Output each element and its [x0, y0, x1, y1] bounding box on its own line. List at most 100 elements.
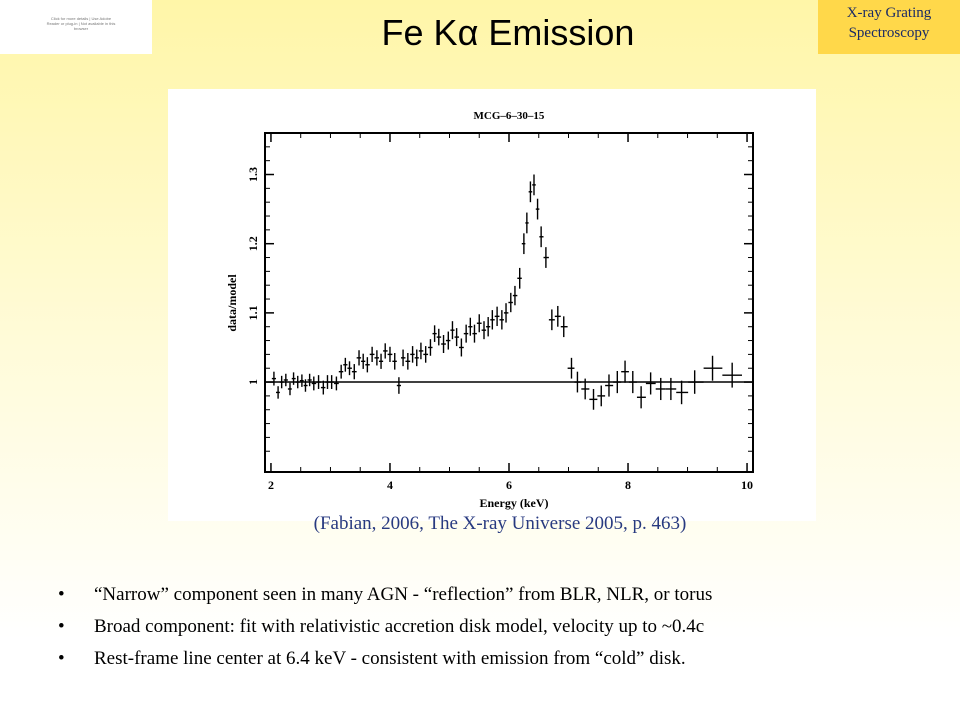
data-point — [343, 357, 348, 372]
data-point — [276, 386, 280, 399]
data-point — [378, 353, 384, 369]
data-point — [311, 376, 317, 391]
bullet-text: “Narrow” component seen in many AGN - “r… — [94, 584, 713, 605]
data-point — [423, 346, 429, 363]
data-point — [645, 372, 656, 395]
data-point — [636, 386, 646, 409]
data-point — [481, 321, 487, 340]
y-tick-label: 1.3 — [246, 167, 260, 182]
data-point — [316, 375, 321, 389]
data-point — [548, 309, 555, 331]
data-point — [338, 364, 344, 379]
data-point — [329, 375, 335, 389]
data-point — [428, 339, 433, 356]
axis-ticks: 2 4 6 8 10 1 1.1 1.2 1.3 — [246, 133, 753, 492]
data-point — [418, 342, 424, 360]
data-point — [628, 370, 637, 394]
data-point — [454, 328, 460, 347]
data-point — [703, 355, 723, 381]
data-point — [369, 346, 375, 362]
data-point — [432, 325, 437, 342]
data-point — [688, 370, 704, 394]
bullet-item: • Broad component: fit with relativistic… — [58, 615, 938, 638]
data-point — [567, 357, 575, 379]
y-tick-label: 1.2 — [246, 236, 260, 251]
bullet-item: • “Narrow” component seen in many AGN - … — [58, 583, 938, 606]
data-point — [525, 212, 529, 234]
data-point — [334, 376, 339, 391]
data-point — [543, 247, 549, 268]
data-point — [463, 324, 469, 343]
data-point — [503, 303, 509, 323]
data-point — [445, 331, 451, 350]
data-point — [521, 233, 526, 255]
bullet-text: Rest-frame line center at 6.4 keV - cons… — [94, 648, 686, 669]
data-point — [405, 353, 411, 370]
data-point — [414, 349, 419, 367]
data-point — [722, 362, 742, 388]
bullet-text: Broad component: fit with relativistic a… — [94, 616, 705, 637]
data-point — [320, 380, 326, 395]
bullet-symbol: • — [58, 648, 65, 669]
x-tick-label: 8 — [625, 478, 631, 492]
x-tick-label: 10 — [741, 478, 753, 492]
data-point — [476, 314, 482, 333]
slide-title: Fe Kα Emission — [381, 12, 635, 53]
data-point — [528, 181, 533, 203]
data-point — [621, 360, 629, 383]
bullet-symbol: • — [58, 584, 65, 605]
data-point — [283, 373, 288, 387]
data-points — [271, 174, 742, 410]
data-point — [356, 350, 362, 366]
corner-tag-line2: Spectroscopy — [848, 25, 930, 41]
data-point — [468, 317, 473, 336]
data-point — [299, 374, 304, 387]
data-point — [517, 267, 522, 289]
data-point — [271, 371, 277, 386]
data-point — [535, 198, 540, 220]
data-point — [392, 353, 397, 370]
data-point — [665, 377, 677, 401]
spectrum-chart: MCG–6–30–15 Energy (keV) data/model 2 4 6 8… — [225, 110, 754, 510]
data-point — [472, 324, 477, 343]
data-point — [581, 378, 590, 400]
data-point — [441, 335, 446, 354]
corner-tag: X-ray Grating Spectroscopy — [818, 0, 960, 54]
y-axis-label: data/model — [225, 274, 239, 332]
data-point — [539, 226, 544, 248]
data-point — [400, 349, 406, 367]
data-point — [291, 372, 296, 385]
data-point — [589, 388, 598, 410]
data-point — [383, 343, 388, 359]
data-point — [295, 375, 300, 389]
x-tick-label: 4 — [387, 478, 393, 492]
data-point — [303, 379, 308, 392]
bullet-symbol: • — [58, 616, 65, 637]
bullet-item: • Rest-frame line center at 6.4 keV - co… — [58, 647, 938, 670]
data-point — [613, 370, 622, 394]
corner-tag-line1: X-ray Grating — [846, 5, 932, 21]
data-point — [325, 375, 330, 389]
data-point — [365, 357, 370, 373]
data-point — [436, 328, 442, 346]
data-point — [655, 377, 666, 401]
data-point — [287, 382, 292, 396]
data-point — [374, 350, 379, 366]
data-point — [459, 338, 464, 357]
logo-text: Click for more details | Use Adobe Reade… — [46, 16, 116, 31]
data-point — [490, 310, 495, 330]
data-point — [532, 174, 536, 196]
data-point — [387, 346, 393, 362]
data-point — [410, 346, 415, 363]
figure-citation: (Fabian, 2006, The X-ray Universe 2005, … — [313, 513, 687, 534]
data-point — [450, 321, 455, 340]
data-point — [307, 373, 312, 387]
data-point — [560, 316, 568, 338]
data-point — [347, 361, 352, 376]
data-point — [574, 371, 582, 393]
data-point — [554, 305, 561, 327]
figure-panel: MCG–6–30–15 Energy (keV) data/model 2 4 6 8… — [168, 89, 816, 521]
data-point — [605, 374, 614, 397]
data-point — [361, 353, 366, 369]
x-axis-label: Energy (keV) — [480, 496, 549, 510]
